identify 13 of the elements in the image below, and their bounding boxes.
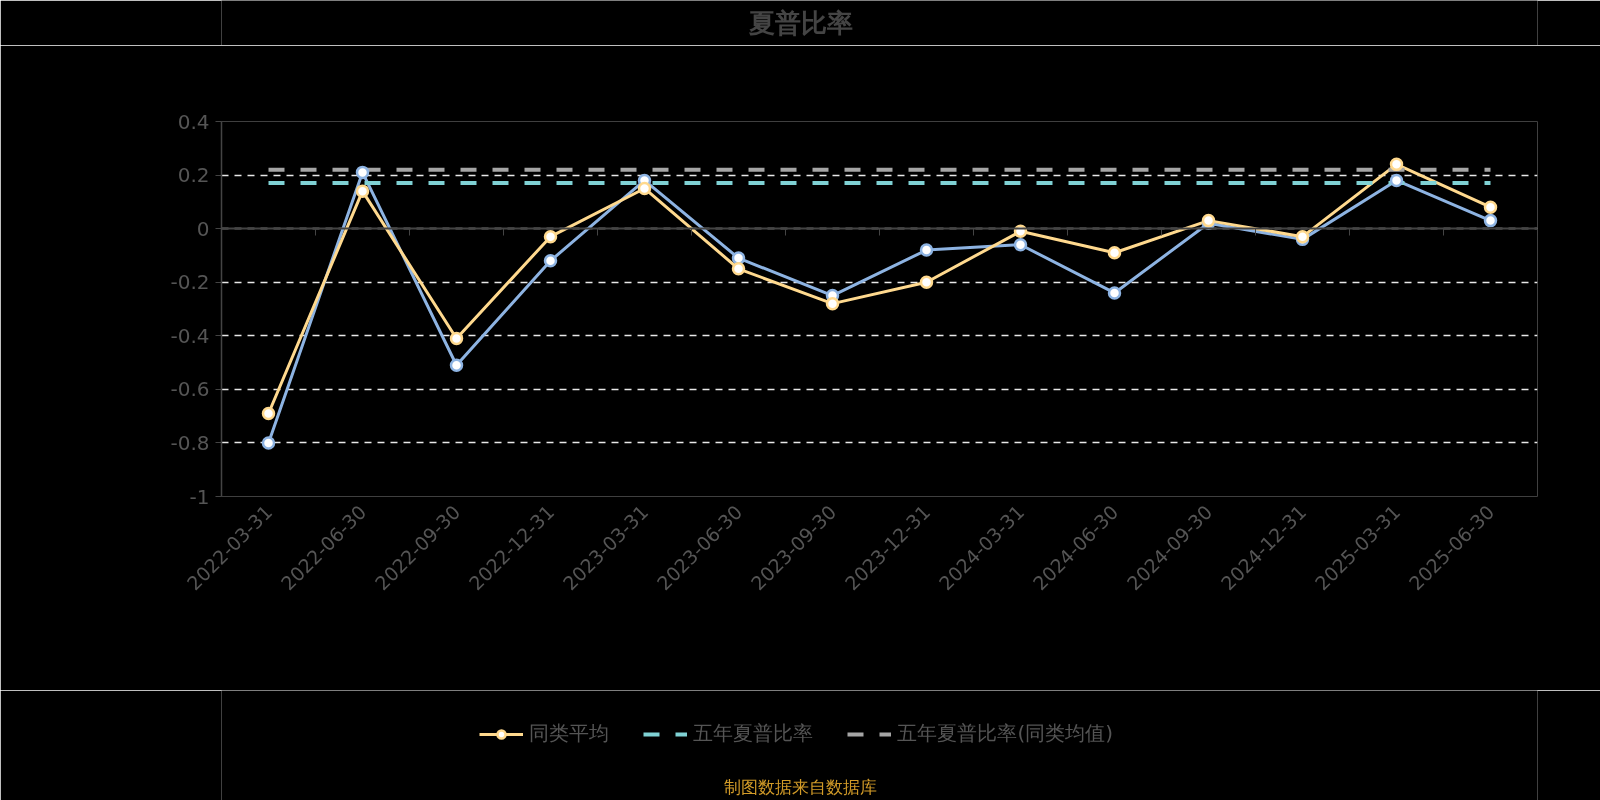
- y-tick-label: -0.2: [170, 270, 210, 295]
- y-tick-label: -1: [189, 484, 210, 509]
- y-tick-label: -0.6: [170, 377, 210, 402]
- y-tick-label: 0: [196, 216, 210, 241]
- y-tick-label: -0.4: [170, 323, 210, 348]
- legend-label: 五年夏普比率(同类均值): [897, 720, 1113, 747]
- y-tick-label: 0.4: [177, 109, 210, 134]
- chart-title: 夏普比率: [747, 7, 853, 38]
- y-tick-label: -0.8: [170, 430, 210, 455]
- legend-label: 五年夏普比率: [693, 720, 814, 747]
- text: 制图数据来自数据库: [724, 776, 877, 797]
- y-tick-label: 0.2: [177, 163, 210, 188]
- legend-label: 同类平均: [529, 720, 610, 747]
